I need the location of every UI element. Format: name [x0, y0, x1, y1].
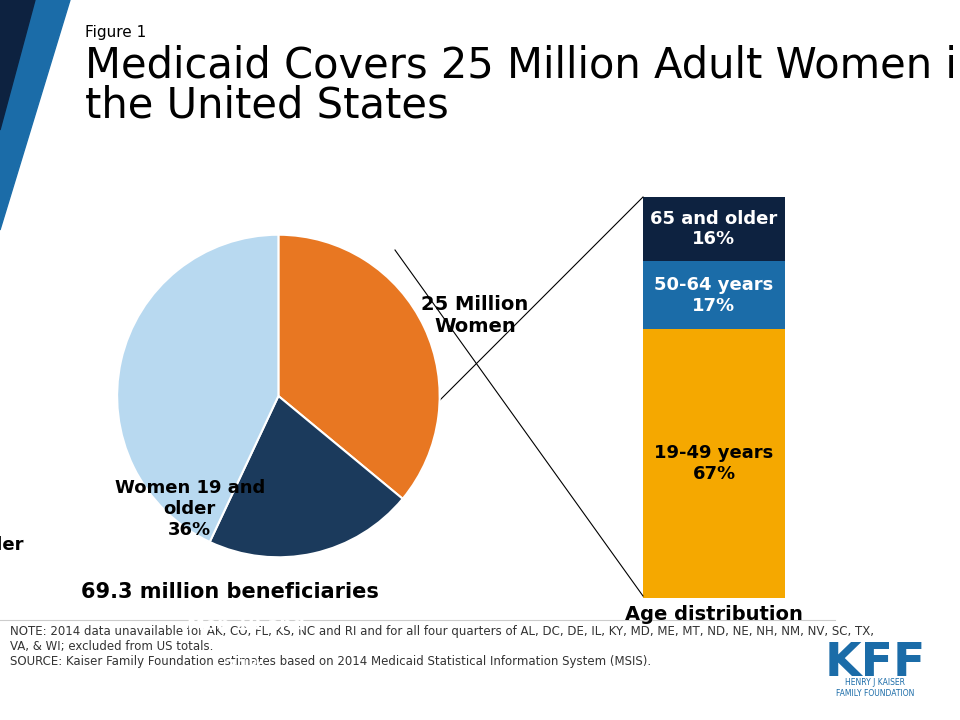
Text: NOTE: 2014 data unavailable for AK, CO, FL, KS, NC and RI and for all four quart: NOTE: 2014 data unavailable for AK, CO, …	[10, 625, 874, 668]
Text: KFF: KFF	[825, 641, 925, 685]
Bar	[643, 261, 785, 329]
Text: Age distribution: Age distribution	[625, 606, 803, 624]
Text: HENRY J KAISER
FAMILY FOUNDATION: HENRY J KAISER FAMILY FOUNDATION	[836, 678, 914, 698]
Text: 69.3 million beneficiaries: 69.3 million beneficiaries	[81, 582, 379, 602]
Text: 50-64 years
17%: 50-64 years 17%	[655, 276, 774, 315]
Bar	[643, 329, 785, 598]
Text: Medicaid Covers 25 Million Adult Women in: Medicaid Covers 25 Million Adult Women i…	[85, 45, 960, 87]
Wedge shape	[117, 235, 278, 542]
Text: 25 Million
Women: 25 Million Women	[421, 294, 529, 336]
Bar	[643, 197, 785, 261]
Wedge shape	[209, 396, 402, 557]
Polygon shape	[0, 0, 70, 230]
Text: 19-49 years
67%: 19-49 years 67%	[655, 444, 774, 483]
Text: Figure 1: Figure 1	[85, 25, 146, 40]
Text: Women 19 and
older
36%: Women 19 and older 36%	[114, 479, 265, 539]
Text: the United States: the United States	[85, 85, 448, 127]
Wedge shape	[278, 235, 440, 499]
Text: 65 and older
16%: 65 and older 16%	[650, 210, 778, 248]
Text: Men 19 and
older
21%: Men 19 and older 21%	[187, 616, 305, 676]
Text: Children under
age 18
44%: Children under age 18 44%	[0, 536, 23, 595]
Polygon shape	[0, 0, 35, 130]
